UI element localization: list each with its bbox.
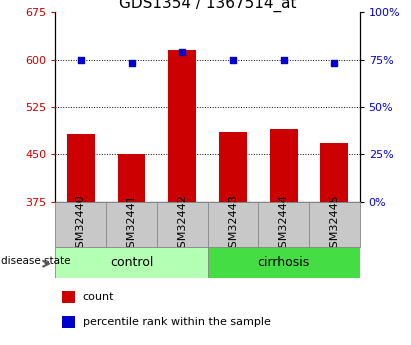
Bar	[106, 202, 157, 247]
Bar	[219, 132, 247, 202]
Point	[128, 60, 135, 66]
Point	[78, 57, 84, 62]
Text: cirrhosis: cirrhosis	[257, 256, 310, 269]
Bar	[208, 202, 258, 247]
Bar	[320, 143, 348, 202]
Point	[179, 49, 185, 55]
Bar	[258, 202, 309, 247]
Bar	[157, 202, 208, 247]
Text: GSM32442: GSM32442	[177, 194, 187, 255]
Text: GSM32444: GSM32444	[279, 194, 289, 255]
Point	[230, 57, 236, 62]
Text: count: count	[83, 292, 114, 302]
Bar	[55, 202, 106, 247]
Text: GSM32441: GSM32441	[127, 194, 136, 255]
Bar	[62, 316, 75, 328]
Text: GSM32443: GSM32443	[228, 194, 238, 255]
Text: GSM32445: GSM32445	[329, 194, 339, 255]
Title: GDS1354 / 1367514_at: GDS1354 / 1367514_at	[119, 0, 296, 12]
Text: disease state: disease state	[1, 256, 71, 266]
Text: control: control	[110, 256, 153, 269]
Bar	[118, 155, 145, 202]
Point	[280, 57, 287, 62]
Text: GSM32440: GSM32440	[76, 194, 86, 255]
Bar	[55, 247, 208, 278]
Bar	[270, 129, 298, 202]
Text: percentile rank within the sample: percentile rank within the sample	[83, 317, 271, 327]
Bar	[168, 50, 196, 202]
Bar	[309, 202, 360, 247]
Bar	[62, 291, 75, 303]
Bar	[67, 134, 95, 202]
Point	[331, 60, 337, 66]
Bar	[208, 247, 360, 278]
